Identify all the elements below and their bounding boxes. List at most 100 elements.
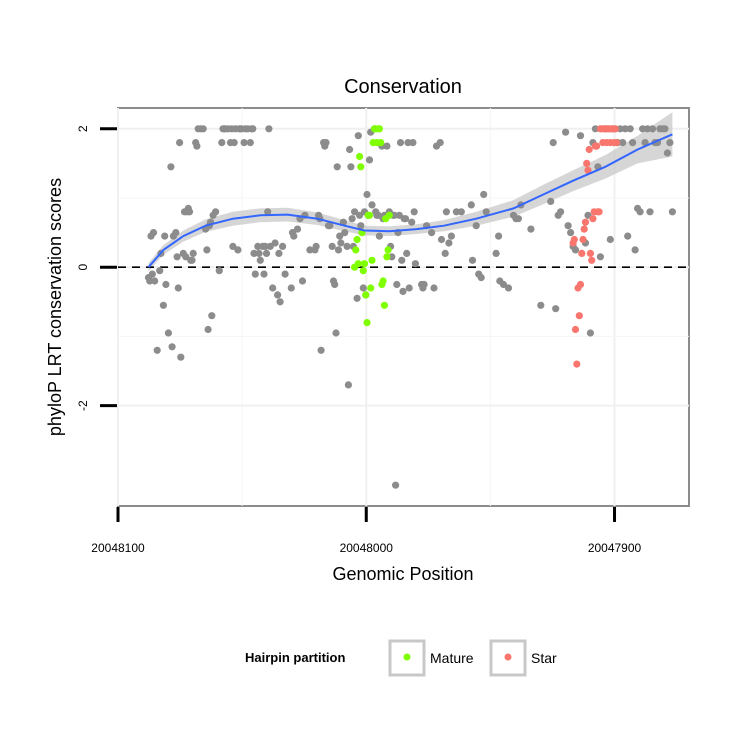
point-other — [255, 249, 263, 257]
point-other — [148, 270, 156, 278]
point-other — [168, 343, 176, 351]
point-other — [193, 142, 201, 150]
point-star — [580, 225, 588, 233]
point-other — [562, 128, 570, 136]
point-other — [442, 208, 450, 216]
point-mature — [380, 301, 388, 309]
point-other — [172, 229, 180, 237]
point-other — [492, 249, 500, 257]
point-other — [357, 222, 365, 230]
point-other — [262, 249, 271, 257]
point-other — [564, 222, 572, 230]
point-other — [240, 139, 248, 147]
point-star — [570, 235, 578, 244]
point-star — [595, 208, 603, 216]
point-other — [390, 211, 398, 219]
point-other — [293, 225, 302, 233]
point-other — [312, 242, 320, 250]
point-other — [557, 208, 565, 216]
point-other — [322, 139, 330, 147]
point-other — [344, 381, 352, 389]
point-other — [212, 208, 220, 216]
point-other — [279, 242, 287, 250]
y-axis: 2 0 -2 — [76, 125, 117, 411]
point-other — [153, 346, 161, 354]
point-other — [218, 139, 226, 147]
point-other — [199, 125, 207, 133]
point-mature — [360, 260, 369, 268]
point-other — [176, 139, 184, 147]
smooth-trend-line — [147, 133, 673, 268]
point-other — [359, 284, 367, 292]
point-other — [151, 277, 159, 285]
point-other — [261, 242, 269, 250]
point-other — [567, 229, 575, 237]
point-other — [159, 301, 167, 309]
point-other — [447, 232, 455, 240]
point-other — [353, 294, 361, 302]
point-other — [586, 329, 595, 337]
point-other — [230, 139, 238, 147]
point-other — [354, 132, 362, 140]
point-other — [251, 270, 259, 278]
point-other — [351, 208, 359, 216]
point-other — [636, 208, 644, 216]
point-other — [646, 208, 654, 216]
legend-swatch-star — [504, 653, 512, 661]
point-star — [579, 235, 587, 244]
point-other — [334, 246, 343, 254]
chart-title: Conservation — [344, 76, 462, 98]
point-star — [578, 249, 586, 257]
point-other — [298, 277, 307, 285]
point-other — [411, 260, 419, 268]
point-other — [430, 284, 438, 292]
point-other — [472, 222, 480, 230]
point-other — [337, 239, 345, 247]
y-tick-label: 0 — [76, 264, 90, 271]
point-other — [467, 201, 475, 209]
point-other — [275, 249, 283, 257]
point-other — [409, 139, 417, 147]
point-star — [583, 159, 591, 167]
point-other — [666, 139, 674, 147]
point-other — [428, 229, 436, 237]
point-other — [621, 125, 629, 133]
point-other — [156, 267, 164, 275]
point-other — [596, 253, 605, 261]
point-other — [591, 125, 600, 133]
point-mature — [353, 235, 361, 244]
point-other — [405, 284, 413, 292]
point-other — [250, 249, 258, 257]
point-other — [399, 287, 407, 295]
point-other — [552, 305, 560, 313]
point-other — [249, 125, 257, 133]
point-mature — [359, 267, 367, 275]
point-other — [619, 139, 627, 147]
x-axis: 20048100 20048000 20047900 — [91, 507, 642, 555]
point-star — [585, 145, 593, 154]
point-mature — [357, 163, 365, 171]
point-mature — [354, 260, 362, 268]
point-mature — [365, 211, 374, 219]
point-other — [290, 232, 298, 240]
point-mature — [379, 277, 387, 285]
point-star — [575, 312, 583, 320]
point-other — [629, 139, 637, 147]
point-mature — [384, 246, 392, 254]
point-other — [396, 139, 405, 147]
point-other — [348, 215, 356, 223]
point-other — [161, 232, 169, 240]
point-other — [504, 284, 513, 292]
legend: Hairpin partition Mature Star — [245, 639, 557, 677]
point-other — [571, 246, 580, 254]
point-star — [612, 139, 621, 147]
point-other — [343, 242, 351, 250]
point-other — [167, 163, 175, 171]
data-points-layer — [144, 125, 677, 489]
point-other — [331, 280, 339, 289]
point-other — [457, 208, 465, 216]
point-other — [401, 215, 410, 223]
point-other — [408, 218, 416, 226]
confidence-band-layer — [148, 112, 673, 272]
